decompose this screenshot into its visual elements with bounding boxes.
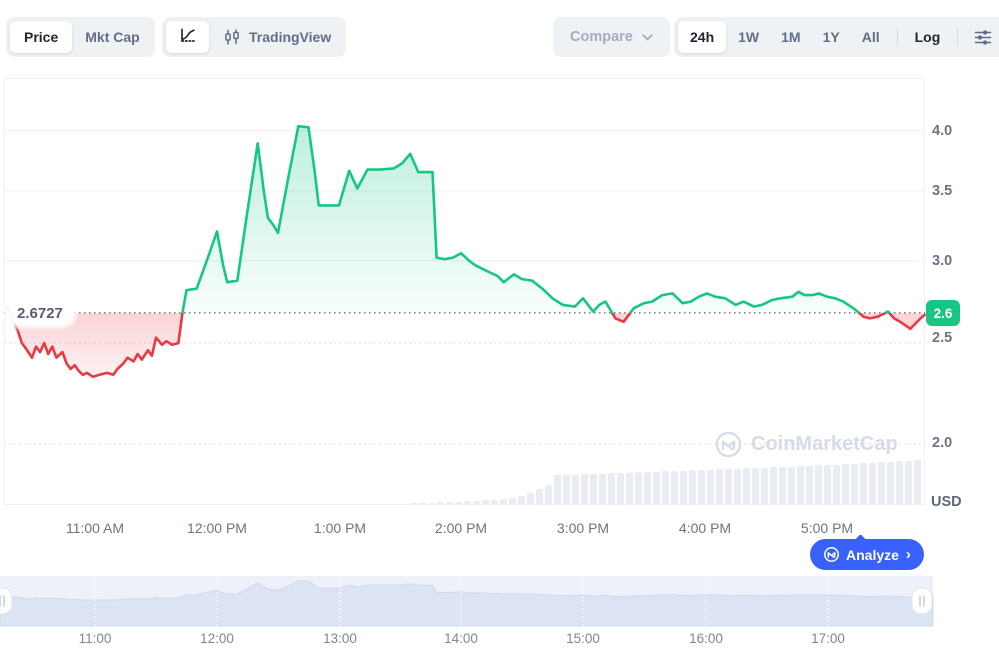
nav-handle-left[interactable] <box>0 587 13 615</box>
line-chart-button[interactable] <box>166 21 209 53</box>
analyze-label: Analyze <box>846 546 899 563</box>
compare-label: Compare <box>570 29 633 45</box>
range-1w-button[interactable]: 1W <box>728 21 769 53</box>
tradingview-button[interactable]: TradingView <box>211 21 342 53</box>
price-chart[interactable] <box>0 70 999 518</box>
range-24h-button[interactable]: 24h <box>678 21 727 53</box>
range-all-button[interactable]: All <box>852 21 890 53</box>
range-selector: 24h 1W 1M 1Y All Log <box>674 17 999 57</box>
x-tick-4pm: 4:00 PM <box>678 520 732 536</box>
y-axis-unit: USD <box>931 494 962 510</box>
x-tick-2pm: 2:00 PM <box>434 520 488 536</box>
sliders-icon <box>973 29 993 46</box>
mktcap-tab[interactable]: Mkt Cap <box>74 21 150 53</box>
compare-button[interactable]: Compare <box>553 17 670 57</box>
current-price-badge: 2.6 <box>926 300 960 326</box>
tradingview-label: TradingView <box>249 29 332 45</box>
y-tick-3.5: 3.5 <box>932 183 953 199</box>
log-scale-toggle[interactable]: Log <box>905 21 951 53</box>
nav-tick-14: 14:00 <box>444 631 478 646</box>
x-tick-3pm: 3:00 PM <box>556 520 610 536</box>
analyze-button[interactable]: Analyze › <box>810 539 924 570</box>
candlestick-icon <box>222 28 242 47</box>
nav-tick-11: 11:00 <box>78 631 112 646</box>
y-tick-4.0: 4.0 <box>932 123 953 139</box>
x-tick-12pm: 12:00 PM <box>187 520 247 536</box>
y-tick-3.0: 3.0 <box>932 253 953 269</box>
x-tick-11am: 11:00 AM <box>65 520 125 536</box>
x-tick-1pm: 1:00 PM <box>313 520 367 536</box>
divider <box>896 28 898 46</box>
nav-handle-right[interactable] <box>911 587 933 615</box>
nav-tick-16: 16:00 <box>689 631 723 646</box>
x-tick-5pm: 5:00 PM <box>800 520 854 536</box>
chart-type-toggle: TradingView <box>162 17 347 57</box>
chevron-down-icon <box>642 33 653 41</box>
chart-settings-button[interactable] <box>965 21 999 53</box>
line-chart-icon <box>178 26 197 48</box>
divider <box>957 28 959 46</box>
nav-tick-17: 17:00 <box>811 631 845 646</box>
range-1y-button[interactable]: 1Y <box>813 21 850 53</box>
nav-tick-15: 15:00 <box>566 631 600 646</box>
chevron-right-icon: › <box>905 546 911 563</box>
analyze-logo-icon <box>823 546 840 563</box>
range-navigator[interactable] <box>0 570 999 630</box>
range-1m-button[interactable]: 1M <box>771 21 810 53</box>
y-tick-2.5: 2.5 <box>932 330 953 346</box>
y-tick-2.0: 2.0 <box>932 435 953 451</box>
price-tab[interactable]: Price <box>10 21 73 53</box>
nav-tick-12: 12:00 <box>200 631 234 646</box>
nav-tick-13: 13:00 <box>323 631 357 646</box>
price-mktcap-toggle: Price Mkt Cap <box>6 17 155 57</box>
reference-price-label: 2.6727 <box>6 301 74 325</box>
